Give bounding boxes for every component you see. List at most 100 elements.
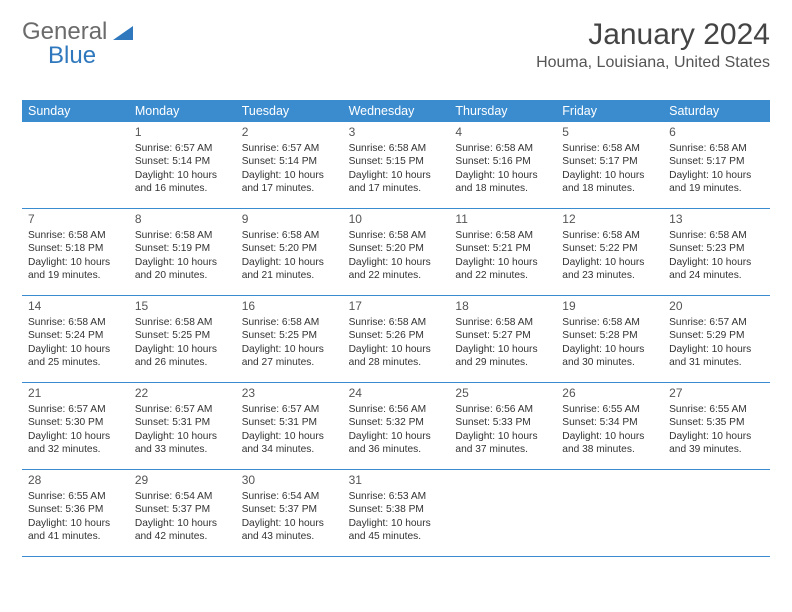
calendar-day	[22, 122, 129, 208]
day-details: Sunrise: 6:57 AMSunset: 5:31 PMDaylight:…	[242, 403, 337, 457]
weekday-wed: Wednesday	[343, 100, 450, 122]
calendar-day: 27Sunrise: 6:55 AMSunset: 5:35 PMDayligh…	[663, 383, 770, 469]
calendar-week: 28Sunrise: 6:55 AMSunset: 5:36 PMDayligh…	[22, 470, 770, 557]
calendar-day	[556, 470, 663, 556]
calendar-day: 3Sunrise: 6:58 AMSunset: 5:15 PMDaylight…	[343, 122, 450, 208]
day-number: 22	[135, 386, 230, 402]
title-block: January 2024 Houma, Louisiana, United St…	[536, 18, 770, 72]
calendar-day: 16Sunrise: 6:58 AMSunset: 5:25 PMDayligh…	[236, 296, 343, 382]
day-number: 20	[669, 299, 764, 315]
calendar-day: 17Sunrise: 6:58 AMSunset: 5:26 PMDayligh…	[343, 296, 450, 382]
calendar-day: 30Sunrise: 6:54 AMSunset: 5:37 PMDayligh…	[236, 470, 343, 556]
day-details: Sunrise: 6:58 AMSunset: 5:25 PMDaylight:…	[242, 316, 337, 370]
calendar-day: 2Sunrise: 6:57 AMSunset: 5:14 PMDaylight…	[236, 122, 343, 208]
day-details: Sunrise: 6:56 AMSunset: 5:33 PMDaylight:…	[455, 403, 550, 457]
calendar: Sunday Monday Tuesday Wednesday Thursday…	[22, 100, 770, 557]
day-number: 13	[669, 212, 764, 228]
calendar-day: 18Sunrise: 6:58 AMSunset: 5:27 PMDayligh…	[449, 296, 556, 382]
day-details: Sunrise: 6:58 AMSunset: 5:25 PMDaylight:…	[135, 316, 230, 370]
page-subtitle: Houma, Louisiana, United States	[536, 54, 770, 72]
day-details: Sunrise: 6:57 AMSunset: 5:14 PMDaylight:…	[135, 142, 230, 196]
calendar-day: 6Sunrise: 6:58 AMSunset: 5:17 PMDaylight…	[663, 122, 770, 208]
calendar-day: 7Sunrise: 6:58 AMSunset: 5:18 PMDaylight…	[22, 209, 129, 295]
weekday-sun: Sunday	[22, 100, 129, 122]
day-details: Sunrise: 6:58 AMSunset: 5:27 PMDaylight:…	[455, 316, 550, 370]
calendar-day: 9Sunrise: 6:58 AMSunset: 5:20 PMDaylight…	[236, 209, 343, 295]
day-details: Sunrise: 6:58 AMSunset: 5:18 PMDaylight:…	[28, 229, 123, 283]
day-details: Sunrise: 6:58 AMSunset: 5:22 PMDaylight:…	[562, 229, 657, 283]
day-number: 30	[242, 473, 337, 489]
day-number: 27	[669, 386, 764, 402]
day-details: Sunrise: 6:57 AMSunset: 5:31 PMDaylight:…	[135, 403, 230, 457]
weekday-sat: Saturday	[663, 100, 770, 122]
day-details: Sunrise: 6:58 AMSunset: 5:26 PMDaylight:…	[349, 316, 444, 370]
day-number: 9	[242, 212, 337, 228]
calendar-day: 28Sunrise: 6:55 AMSunset: 5:36 PMDayligh…	[22, 470, 129, 556]
calendar-day	[449, 470, 556, 556]
day-number: 8	[135, 212, 230, 228]
day-number: 29	[135, 473, 230, 489]
calendar-week: 14Sunrise: 6:58 AMSunset: 5:24 PMDayligh…	[22, 296, 770, 383]
day-number: 12	[562, 212, 657, 228]
day-details: Sunrise: 6:58 AMSunset: 5:17 PMDaylight:…	[669, 142, 764, 196]
day-details: Sunrise: 6:58 AMSunset: 5:15 PMDaylight:…	[349, 142, 444, 196]
day-number: 5	[562, 125, 657, 141]
calendar-day	[663, 470, 770, 556]
day-details: Sunrise: 6:55 AMSunset: 5:36 PMDaylight:…	[28, 490, 123, 544]
calendar-week: 21Sunrise: 6:57 AMSunset: 5:30 PMDayligh…	[22, 383, 770, 470]
day-number: 16	[242, 299, 337, 315]
page-title: January 2024	[536, 18, 770, 52]
day-number: 24	[349, 386, 444, 402]
calendar-day: 11Sunrise: 6:58 AMSunset: 5:21 PMDayligh…	[449, 209, 556, 295]
day-number: 17	[349, 299, 444, 315]
day-details: Sunrise: 6:55 AMSunset: 5:34 PMDaylight:…	[562, 403, 657, 457]
calendar-week: 7Sunrise: 6:58 AMSunset: 5:18 PMDaylight…	[22, 209, 770, 296]
day-number: 1	[135, 125, 230, 141]
calendar-day: 22Sunrise: 6:57 AMSunset: 5:31 PMDayligh…	[129, 383, 236, 469]
day-number: 19	[562, 299, 657, 315]
weekday-thu: Thursday	[449, 100, 556, 122]
day-number: 7	[28, 212, 123, 228]
day-number: 11	[455, 212, 550, 228]
calendar-day: 8Sunrise: 6:58 AMSunset: 5:19 PMDaylight…	[129, 209, 236, 295]
day-number: 2	[242, 125, 337, 141]
calendar-day: 1Sunrise: 6:57 AMSunset: 5:14 PMDaylight…	[129, 122, 236, 208]
logo-triangle-icon	[113, 24, 135, 42]
day-number: 21	[28, 386, 123, 402]
header: General January 2024 Houma, Louisiana, U…	[22, 18, 770, 72]
day-details: Sunrise: 6:53 AMSunset: 5:38 PMDaylight:…	[349, 490, 444, 544]
day-details: Sunrise: 6:58 AMSunset: 5:21 PMDaylight:…	[455, 229, 550, 283]
calendar-day: 26Sunrise: 6:55 AMSunset: 5:34 PMDayligh…	[556, 383, 663, 469]
day-number: 26	[562, 386, 657, 402]
day-number: 10	[349, 212, 444, 228]
day-details: Sunrise: 6:57 AMSunset: 5:14 PMDaylight:…	[242, 142, 337, 196]
day-number: 18	[455, 299, 550, 315]
day-details: Sunrise: 6:54 AMSunset: 5:37 PMDaylight:…	[242, 490, 337, 544]
calendar-day: 15Sunrise: 6:58 AMSunset: 5:25 PMDayligh…	[129, 296, 236, 382]
day-details: Sunrise: 6:58 AMSunset: 5:20 PMDaylight:…	[242, 229, 337, 283]
day-details: Sunrise: 6:58 AMSunset: 5:19 PMDaylight:…	[135, 229, 230, 283]
day-details: Sunrise: 6:56 AMSunset: 5:32 PMDaylight:…	[349, 403, 444, 457]
calendar-day: 29Sunrise: 6:54 AMSunset: 5:37 PMDayligh…	[129, 470, 236, 556]
day-details: Sunrise: 6:58 AMSunset: 5:17 PMDaylight:…	[562, 142, 657, 196]
day-number: 14	[28, 299, 123, 315]
calendar-day: 4Sunrise: 6:58 AMSunset: 5:16 PMDaylight…	[449, 122, 556, 208]
calendar-day: 23Sunrise: 6:57 AMSunset: 5:31 PMDayligh…	[236, 383, 343, 469]
day-details: Sunrise: 6:58 AMSunset: 5:16 PMDaylight:…	[455, 142, 550, 196]
day-details: Sunrise: 6:58 AMSunset: 5:20 PMDaylight:…	[349, 229, 444, 283]
weekday-mon: Monday	[129, 100, 236, 122]
day-details: Sunrise: 6:57 AMSunset: 5:29 PMDaylight:…	[669, 316, 764, 370]
day-details: Sunrise: 6:58 AMSunset: 5:23 PMDaylight:…	[669, 229, 764, 283]
day-number: 28	[28, 473, 123, 489]
calendar-day: 12Sunrise: 6:58 AMSunset: 5:22 PMDayligh…	[556, 209, 663, 295]
calendar-day: 25Sunrise: 6:56 AMSunset: 5:33 PMDayligh…	[449, 383, 556, 469]
day-details: Sunrise: 6:58 AMSunset: 5:28 PMDaylight:…	[562, 316, 657, 370]
day-details: Sunrise: 6:57 AMSunset: 5:30 PMDaylight:…	[28, 403, 123, 457]
day-details: Sunrise: 6:54 AMSunset: 5:37 PMDaylight:…	[135, 490, 230, 544]
weekday-tue: Tuesday	[236, 100, 343, 122]
day-number: 31	[349, 473, 444, 489]
calendar-day: 24Sunrise: 6:56 AMSunset: 5:32 PMDayligh…	[343, 383, 450, 469]
calendar-body: 1Sunrise: 6:57 AMSunset: 5:14 PMDaylight…	[22, 122, 770, 557]
day-number: 25	[455, 386, 550, 402]
day-number: 23	[242, 386, 337, 402]
